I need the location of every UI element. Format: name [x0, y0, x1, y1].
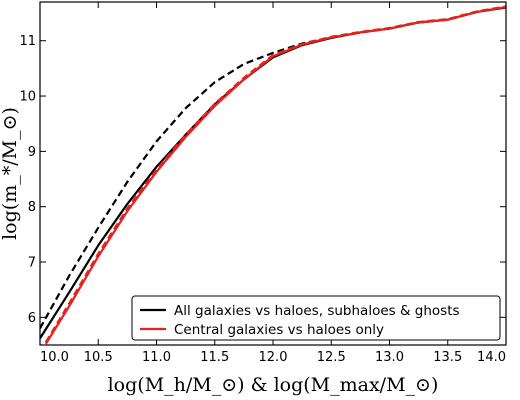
x-tick-label: 11.5 [200, 350, 229, 365]
x-axis-label: log(M_h/M_⊙) & log(M_max/M_⊙) [108, 374, 439, 396]
x-tick-label: 13.0 [375, 350, 404, 365]
y-tick-label: 10 [19, 90, 36, 105]
y-tick-label: 9 [28, 145, 36, 160]
y-tick-label: 7 [28, 256, 36, 271]
y-axis-label: log(m_*/M_⊙) [0, 107, 21, 240]
x-tick-label: 12.0 [259, 350, 288, 365]
ticks-layer: 10.0 10.5 11.0 11.5 12.0 12.5 13.0 13.5 14.0 6 7 8 9… [19, 2, 507, 365]
series-line-3-dashed [44, 5, 506, 343]
series-line-2-solid [44, 5, 506, 345]
x-tick-label: 12.5 [317, 350, 346, 365]
x-tick-label: 13.5 [433, 350, 462, 365]
x-tick-label: 14.0 [477, 350, 506, 365]
y-tick-label: 8 [28, 200, 36, 215]
x-tick-label: 11.0 [142, 350, 171, 365]
y-tick-label: 6 [28, 311, 36, 326]
x-tick-label: 10.5 [84, 350, 113, 365]
legend-box [131, 295, 501, 341]
y-tick-label: 11 [19, 34, 36, 49]
series-layer [40, 5, 506, 345]
legend: All galaxies vs haloes, subhaloes & ghos… [131, 295, 501, 341]
legend-label-all-galaxies: All galaxies vs haloes, subhaloes & ghos… [174, 303, 460, 319]
x-tick-label: 10.0 [40, 350, 69, 365]
legend-label-central-galaxies: Central galaxies vs haloes only [174, 322, 384, 338]
